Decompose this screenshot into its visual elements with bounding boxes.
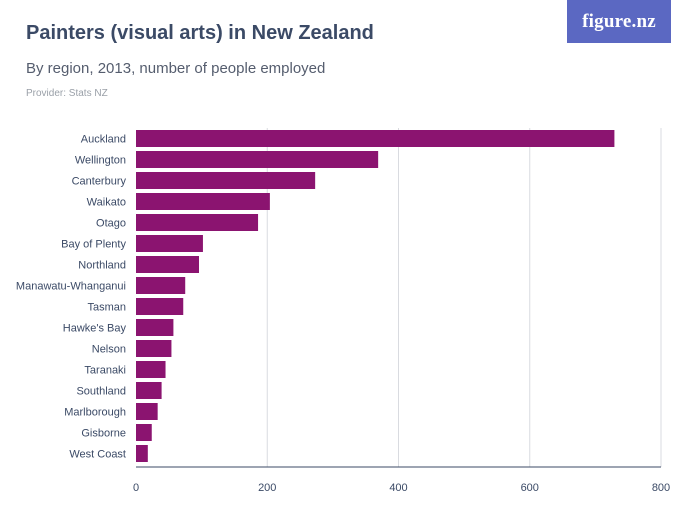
bar[interactable]: [136, 277, 186, 294]
category-label: Hawke's Bay: [63, 323, 127, 335]
bar[interactable]: [136, 172, 316, 189]
category-label: Nelson: [92, 344, 126, 356]
bar[interactable]: [136, 319, 174, 336]
bar[interactable]: [136, 424, 152, 441]
category-label: Wellington: [75, 155, 126, 167]
bar[interactable]: [136, 214, 259, 231]
category-label: West Coast: [69, 449, 126, 461]
x-tick-label: 800: [652, 482, 670, 494]
bar[interactable]: [136, 340, 172, 357]
bar[interactable]: [136, 382, 162, 399]
category-label: Bay of Plenty: [61, 239, 126, 251]
bar[interactable]: [136, 298, 184, 315]
x-tick-label: 0: [133, 482, 139, 494]
x-tick-label: 400: [389, 482, 407, 494]
bar[interactable]: [136, 151, 379, 168]
bar[interactable]: [136, 193, 270, 210]
category-label: Tasman: [87, 302, 126, 314]
bar[interactable]: [136, 256, 199, 273]
category-label: Canterbury: [72, 176, 127, 188]
x-tick-label: 600: [521, 482, 539, 494]
category-label: Otago: [96, 218, 126, 230]
bar[interactable]: [136, 235, 203, 252]
x-axis: 0 200 400 600 800: [133, 466, 670, 494]
figure-nz-logo[interactable]: figure.nz: [567, 0, 671, 43]
category-labels: Auckland Wellington Canterbury Waikato Otago…: [16, 134, 127, 461]
category-label: Waikato: [87, 197, 126, 209]
chart-title: Painters (visual arts) in New Zealand: [26, 22, 374, 44]
bars: [136, 130, 615, 462]
bar[interactable]: [136, 445, 148, 462]
provider-note: Provider: Stats NZ: [26, 88, 108, 99]
chart-subtitle: By region, 2013, number of people employ…: [26, 60, 326, 77]
bar[interactable]: [136, 403, 158, 420]
category-label: Southland: [76, 386, 126, 398]
bar[interactable]: [136, 361, 166, 378]
bar[interactable]: [136, 130, 615, 147]
category-label: Gisborne: [81, 428, 126, 440]
category-label: Manawatu-Whanganui: [16, 281, 126, 293]
category-label: Northland: [78, 260, 126, 272]
x-tick-label: 200: [258, 482, 276, 494]
category-label: Taranaki: [84, 365, 126, 377]
category-label: Marlborough: [64, 407, 126, 419]
category-label: Auckland: [81, 134, 126, 146]
gridlines: [266, 128, 662, 467]
